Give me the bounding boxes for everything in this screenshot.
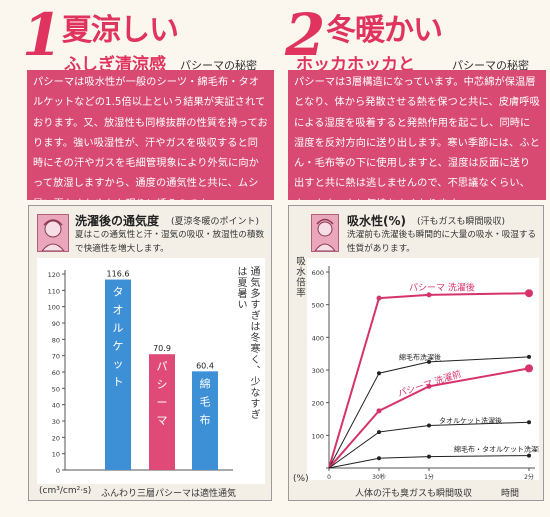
data-point	[525, 364, 533, 373]
series-line	[328, 292, 530, 469]
bar	[105, 279, 131, 470]
right-tag: パシーマの秘密	[452, 59, 529, 72]
data-point	[377, 456, 381, 461]
data-point	[377, 430, 381, 435]
category-label: ー	[157, 396, 168, 409]
right-panel-note: (汗もガスも瞬間吸収)	[417, 217, 506, 227]
data-point	[426, 292, 432, 298]
category-label: ト	[113, 376, 124, 389]
series-line	[328, 455, 530, 469]
x-tick-label: 30秒	[372, 473, 386, 480]
right-paragraph: パシーマは3層構造になっています。中芯綿が保温層となり、体から発散させる熱を保つ…	[288, 70, 546, 200]
series-line	[328, 356, 530, 469]
left-panel-desc: 夏はこの通気性と汗・湿気の吸収・放湿性の積数で快適性を増大します。	[75, 230, 265, 254]
data-point	[525, 289, 533, 298]
series-label: 綿毛布洗濯後	[399, 353, 441, 362]
x-tick-label: 0	[327, 474, 331, 480]
category-label: ル	[113, 322, 124, 335]
data-point	[527, 453, 531, 458]
portrait-icon	[311, 214, 339, 252]
left-chart-panel: 洗濯後の通気度 (夏涼冬暖のポイント) 夏はこの通気性と汗・湿気の吸収・放湿性の…	[28, 205, 272, 501]
series-label: パシーマ 洗濯後	[409, 282, 475, 294]
y-tick-label: 80	[52, 336, 60, 344]
x-tick-label: 1分	[424, 473, 434, 480]
data-point	[426, 383, 432, 389]
line-chart: 100 200 300 400 500 600 0 30秒 1分 2分 パシーマ 洗濯後綿毛布洗濯後…	[312, 266, 545, 481]
y-tick-label: 60	[52, 369, 60, 377]
right-heading: 冬暖かい	[326, 13, 443, 48]
category-label: シ	[157, 378, 168, 391]
category-label: 布	[200, 413, 211, 426]
section-number-2: 2	[285, 1, 326, 69]
data-label: 70.9	[153, 344, 171, 353]
data-point	[427, 423, 431, 428]
left-heading: 夏涼しい	[62, 13, 179, 48]
right-chart-panel: 吸水性(%) (汗もガスも瞬間吸収) 洗濯前も洗濯後も瞬間的に大量の吸水・吸湿す…	[288, 205, 545, 501]
right-panel-desc: 洗濯前も洗濯後も瞬間的に大量の吸水・吸湿する性質があります。	[347, 230, 537, 254]
series-label: パシーマ 洗濯前	[396, 368, 462, 400]
y-tick-label: 200	[312, 400, 324, 408]
left-tag: パシーマの秘密	[180, 59, 257, 72]
left-unit: (cm³/cm²·s)	[39, 486, 92, 496]
category-label: オ	[113, 304, 124, 317]
right-yunit: (%)	[293, 474, 309, 484]
data-point	[377, 371, 381, 376]
data-point	[427, 359, 431, 364]
y-tick-label: 120	[48, 271, 60, 279]
y-tick-label: 30	[52, 418, 60, 426]
y-tick-label: 20	[52, 434, 60, 442]
y-tick-label: 90	[52, 320, 60, 328]
data-label: 60.4	[196, 361, 214, 370]
series-line	[328, 367, 530, 469]
data-point	[427, 454, 431, 459]
y-tick-label: 110	[48, 287, 60, 295]
data-point	[527, 354, 531, 359]
bar	[192, 371, 218, 470]
category-label: タ	[113, 286, 124, 299]
category-label: 毛	[200, 395, 211, 408]
bar-chart-area: 0 10 20 30 40 50 60 70 80 90 100 110 120 116.6 タオルケット 7…	[37, 258, 265, 484]
bar	[149, 354, 175, 470]
series-label: タオルケット洗濯後	[439, 416, 502, 425]
data-label: 116.6	[107, 270, 130, 279]
left-side-note: 通気多すぎは冬寒く、少なすぎは夏暑い	[235, 266, 259, 420]
right-xunit: 時間	[501, 489, 520, 499]
category-label: ッ	[113, 358, 124, 371]
left-panel-title: 洗濯後の通気度	[75, 214, 160, 228]
line-chart-area: 100 200 300 400 500 600 0 30秒 1分 2分 パシーマ 洗濯後綿毛布洗濯後…	[307, 258, 545, 481]
data-point	[527, 420, 531, 425]
x-tick-label: 2分	[524, 473, 534, 480]
y-tick-label: 300	[312, 367, 324, 375]
category-label: 綿	[200, 376, 211, 390]
y-tick-label: 100	[312, 432, 324, 440]
left-footnote: ふんわり三層パシーマは適性通気	[101, 489, 237, 499]
right-ylabel: 吸水倍率	[294, 256, 305, 298]
series-label: 綿毛布・タオルケット洗濯前	[454, 444, 539, 453]
y-tick-label: 100	[48, 304, 60, 312]
left-paragraph: パシーマは吸水性が一般のシーツ・綿毛布・タオルケットなどの1.5倍以上という結果…	[27, 70, 274, 200]
data-point	[376, 295, 382, 301]
y-tick-label: 70	[52, 353, 60, 361]
y-tick-label: 0	[56, 467, 60, 475]
y-tick-label: 40	[52, 402, 60, 410]
right-panel-title: 吸水性(%)	[347, 214, 406, 228]
y-tick-label: 50	[52, 385, 60, 393]
category-label: パ	[157, 360, 168, 373]
y-tick-label: 500	[312, 302, 324, 310]
y-tick-label: 600	[312, 269, 324, 277]
right-xlabel: 人体の汗も臭ガスも瞬間吸収	[355, 489, 473, 499]
left-panel-note: (夏涼冬暖のポイント)	[171, 217, 260, 227]
data-point	[376, 408, 382, 414]
y-tick-label: 400	[312, 334, 324, 342]
category-label: ケ	[113, 340, 124, 353]
category-label: マ	[157, 414, 168, 427]
section-number-1: 1	[22, 1, 63, 69]
portrait-icon	[37, 214, 69, 252]
series-line	[328, 421, 530, 469]
bar-chart: 0 10 20 30 40 50 60 70 80 90 100 110 120 116.6 タオルケット 7…	[48, 270, 233, 475]
y-tick-label: 10	[52, 451, 60, 459]
